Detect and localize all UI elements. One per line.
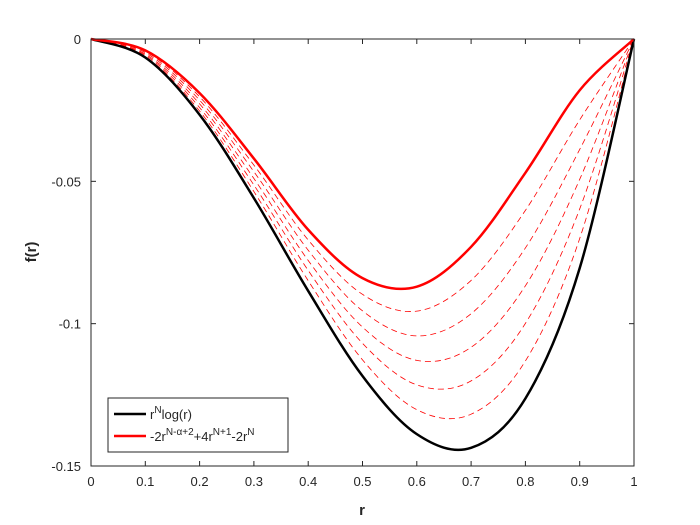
dashed-line — [90, 38, 635, 312]
legend-label: -2rN-α+2+4rN+1-2rN — [150, 427, 255, 444]
legend-label-part: +4r — [194, 429, 214, 444]
legend-label-part: -2r — [231, 429, 248, 444]
legend-label-part: r — [150, 407, 155, 422]
legend-label: rNlog(r) — [150, 405, 192, 422]
x-tick-label: 0 — [87, 474, 94, 489]
x-tick-label: 1 — [630, 474, 637, 489]
y-tick-label: 0 — [74, 32, 81, 47]
x-axis-label: r — [359, 502, 365, 519]
x-tick-label: 0.8 — [516, 474, 534, 489]
dashed-line — [90, 38, 635, 362]
dashed-line — [90, 38, 635, 420]
x-tick-label: 0.2 — [191, 474, 209, 489]
y-tick-label: -0.05 — [51, 174, 81, 189]
x-tick-label: 0.1 — [136, 474, 154, 489]
legend-label-part: N — [247, 427, 254, 438]
x-tick-label: 0.6 — [408, 474, 426, 489]
legend-label-part: log(r) — [162, 407, 192, 422]
x-tick-label: 0.7 — [462, 474, 480, 489]
legend-box — [107, 397, 289, 453]
dashed-line — [90, 38, 635, 337]
plot-frame — [90, 38, 635, 467]
legend-label-part: N-α+2 — [166, 427, 194, 438]
x-tick-label: 0.5 — [353, 474, 371, 489]
dashed-line — [90, 38, 635, 390]
y-axis-label: f(r) — [23, 242, 40, 263]
y-tick-label: -0.1 — [59, 317, 81, 332]
x-tick-label: 0.9 — [571, 474, 589, 489]
legend: rNlog(r)-2rN-α+2+4rN+1-2rN — [107, 397, 289, 453]
x-tick-label: 0.3 — [245, 474, 263, 489]
legend-label-part: -2r — [150, 429, 167, 444]
y-tick-label: -0.15 — [51, 459, 81, 474]
x-tick-label: 0.4 — [299, 474, 317, 489]
legend-label-part: N — [154, 405, 161, 416]
legend-label-part: N+1 — [213, 427, 232, 438]
line — [90, 37, 636, 452]
line — [90, 37, 635, 291]
